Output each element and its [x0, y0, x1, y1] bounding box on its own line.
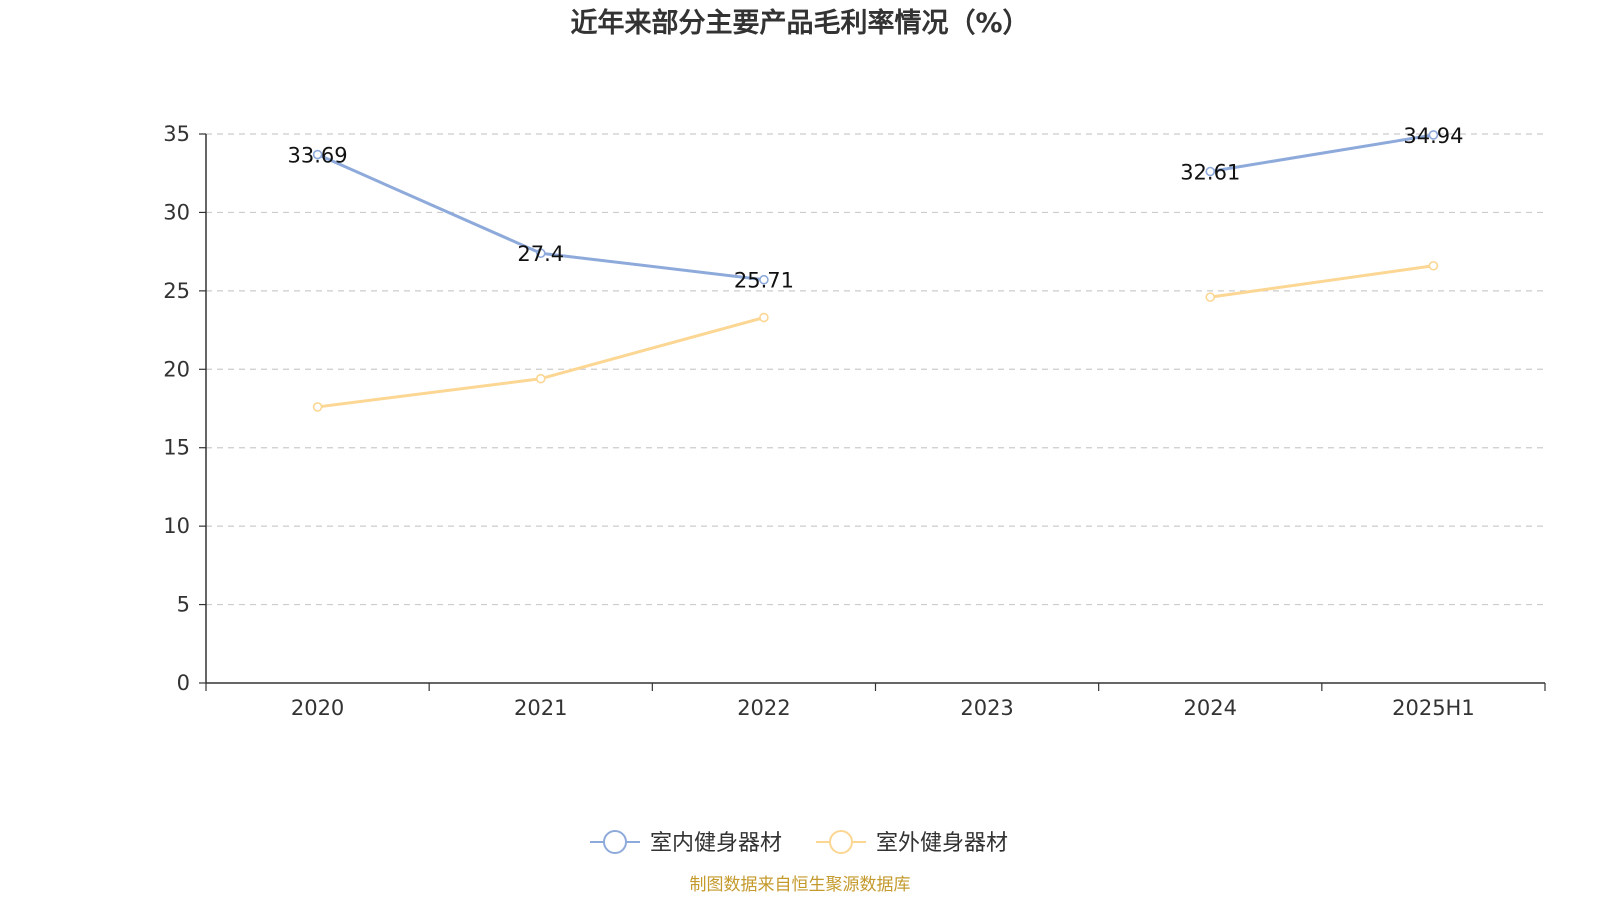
- data-point: [759, 274, 769, 285]
- data-point: [535, 373, 546, 384]
- x-tick-label: 2022: [737, 696, 790, 720]
- data-labels: 33.69 27.4 25.71 32.61 34.94: [288, 124, 1464, 293]
- legend: 室内健身器材 室外健身器材: [590, 830, 1008, 856]
- data-label: 32.61: [1180, 160, 1240, 184]
- data-point: [1428, 260, 1439, 271]
- x-tick-label: 2020: [291, 696, 344, 720]
- series-line-segment: [317, 316, 765, 409]
- y-tick-label: 5: [177, 593, 190, 617]
- grid-lines: [206, 133, 1545, 606]
- y-tick-label: 35: [163, 122, 190, 146]
- legend-marker-icon: [603, 830, 627, 854]
- series-line-segment: [1210, 133, 1434, 173]
- y-tick-label: 20: [163, 357, 190, 381]
- y-tick-label: 25: [163, 279, 190, 303]
- series-lines: [312, 130, 1439, 412]
- legend-marker-icon: [829, 830, 853, 854]
- y-tick-label: 0: [177, 671, 190, 695]
- x-tick-label: 2021: [514, 696, 567, 720]
- legend-label: 室外健身器材: [876, 831, 1008, 856]
- data-point: [312, 149, 323, 160]
- x-tick-label: 2025H1: [1392, 696, 1475, 720]
- data-point: [1428, 130, 1439, 140]
- data-label: 27.4: [517, 242, 564, 266]
- axes: 0 5 10 15 20 25 30 35 2020 2021 2022 2023 2024 2025H1: [163, 122, 1546, 720]
- data-point: [312, 402, 323, 412]
- series-2: [312, 260, 1439, 412]
- x-tick-label: 2024: [1184, 696, 1237, 720]
- data-label: 25.71: [734, 269, 794, 293]
- chart-title: 近年来部分主要产品毛利率情况（%）: [570, 7, 1029, 39]
- series-line-segment: [1210, 264, 1434, 299]
- y-tick-label: 10: [163, 514, 190, 538]
- data-label: 33.69: [288, 144, 348, 168]
- data-point: [759, 312, 769, 323]
- data-point: [1205, 166, 1216, 177]
- y-tick-label: 30: [163, 200, 190, 224]
- legend-label: 室内健身器材: [650, 831, 782, 856]
- legend-item: 室外健身器材: [816, 830, 1008, 856]
- data-point: [1205, 292, 1216, 302]
- x-tick-label: 2023: [960, 696, 1013, 720]
- legend-item: 室内健身器材: [590, 830, 782, 856]
- y-tick-label: 15: [163, 436, 190, 460]
- series-1: [312, 130, 1439, 285]
- data-label: 34.94: [1403, 124, 1463, 148]
- source-note: 制图数据来自恒生聚源数据库: [690, 875, 911, 895]
- data-point: [535, 248, 546, 259]
